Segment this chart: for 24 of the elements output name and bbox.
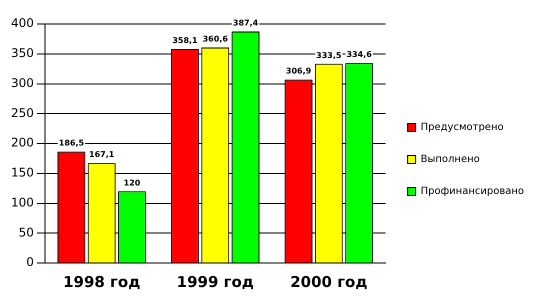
legend-label: Профинансировано [420,186,524,198]
y-tick-label: 0 [26,255,34,270]
y-tick-label: 50 [18,225,34,240]
y-tick-label: 250 [11,106,34,120]
data-label: 306,9 [286,66,312,76]
y-tick-label: 200 [11,136,34,150]
legend-label: Предусмотрено [420,122,504,134]
data-label: 387,4 [232,18,259,28]
data-label: 120 [124,178,141,188]
data-label: 334,6 [346,50,372,60]
data-label: 333,5 [316,50,342,60]
data-label: 167,1 [89,150,115,160]
data-label: 360,6 [202,34,228,44]
x-tick-label: 1998 год [63,272,140,291]
y-tick-label: 100 [11,195,34,210]
x-tick-label: 1999 год [176,272,254,291]
data-label: 358,1 [172,36,198,46]
data-label: 186,5 [58,138,84,148]
y-tick-label: 150 [11,166,34,180]
legend-label: Выполнено [420,154,480,166]
y-tick-label: 350 [11,46,34,60]
y-tick-label: 400 [11,16,34,30]
y-tick-label: 300 [11,76,34,90]
x-tick-label: 2000 год [290,272,368,291]
